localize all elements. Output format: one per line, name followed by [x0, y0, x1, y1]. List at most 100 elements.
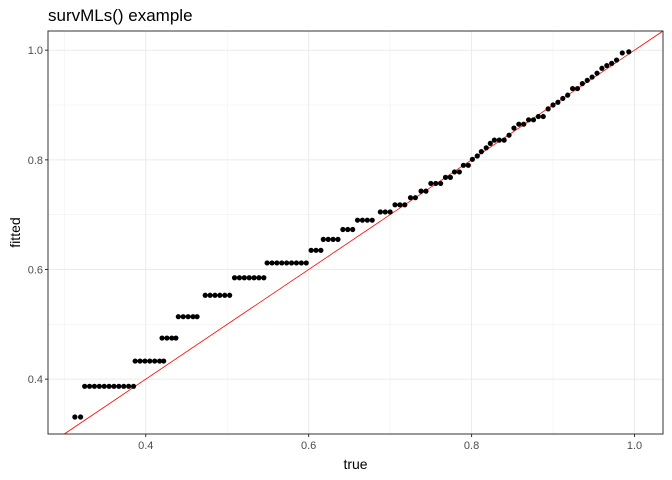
- data-point: [377, 209, 383, 215]
- data-point: [147, 358, 153, 364]
- x-tick-label: 0.6: [301, 440, 316, 452]
- y-tick-label: 0.4: [28, 374, 43, 386]
- data-point: [364, 217, 370, 223]
- data-point: [613, 57, 620, 63]
- grid: [48, 31, 663, 435]
- data-point: [382, 209, 388, 215]
- data-point: [402, 202, 408, 208]
- data-point: [350, 226, 356, 233]
- data-point: [106, 383, 112, 389]
- data-point: [251, 275, 257, 281]
- data-point: [428, 180, 434, 187]
- data-point: [594, 70, 600, 76]
- data-point: [241, 275, 247, 281]
- data-point: [456, 169, 462, 175]
- data-point: [469, 156, 475, 162]
- data-point: [535, 113, 541, 120]
- data-point: [86, 383, 93, 389]
- data-point: [460, 162, 467, 168]
- data-point: [116, 383, 122, 389]
- data-point: [159, 335, 165, 341]
- data-point: [609, 60, 615, 66]
- data-point: [152, 358, 158, 364]
- data-point: [604, 62, 610, 69]
- data-point: [298, 260, 304, 266]
- data-point: [269, 260, 275, 266]
- data-points: [72, 49, 632, 420]
- data-point: [474, 153, 480, 159]
- data-point: [161, 358, 167, 364]
- data-point: [579, 81, 585, 87]
- data-point: [231, 275, 238, 281]
- data-point: [288, 260, 295, 266]
- data-point: [442, 174, 449, 180]
- data-point: [565, 92, 571, 98]
- data-point: [256, 275, 262, 281]
- data-point: [626, 49, 632, 55]
- data-point: [207, 292, 213, 298]
- data-point: [530, 117, 537, 123]
- data-point: [261, 275, 267, 281]
- data-point: [320, 236, 326, 242]
- data-point: [506, 132, 512, 138]
- data-point: [545, 106, 551, 112]
- data-point: [496, 137, 502, 143]
- data-point: [132, 358, 138, 364]
- data-point: [185, 314, 191, 320]
- data-point: [274, 260, 280, 266]
- data-point: [313, 247, 319, 253]
- data-point: [236, 275, 243, 281]
- data-point: [569, 85, 576, 92]
- data-point: [137, 358, 143, 364]
- data-point: [142, 358, 148, 364]
- data-point: [447, 174, 453, 180]
- data-point: [501, 137, 507, 143]
- data-point: [264, 260, 270, 266]
- y-axis-title: fitted: [7, 217, 23, 247]
- y-axis-ticks: 0.4 0.6 0.8 1.0: [28, 45, 48, 386]
- data-point: [478, 149, 484, 155]
- data-point: [438, 180, 444, 187]
- data-point: [279, 260, 285, 266]
- data-point: [212, 292, 218, 298]
- data-point: [550, 102, 556, 108]
- x-tick-label: 0.4: [138, 440, 153, 452]
- data-point: [599, 65, 605, 71]
- data-point: [325, 236, 331, 242]
- data-point: [540, 113, 546, 120]
- x-tick-label: 1.0: [627, 440, 642, 452]
- data-point: [330, 236, 336, 242]
- data-point: [387, 209, 393, 215]
- data-point: [194, 314, 200, 320]
- data-point: [397, 202, 403, 208]
- data-point: [525, 117, 532, 123]
- data-point: [222, 292, 228, 298]
- data-point: [412, 195, 418, 201]
- data-point: [96, 383, 102, 389]
- data-point: [423, 188, 429, 194]
- data-point: [169, 335, 175, 341]
- y-tick-label: 0.6: [28, 265, 43, 277]
- y-tick-label: 1.0: [28, 45, 43, 57]
- data-point: [483, 145, 489, 151]
- data-point: [91, 383, 98, 389]
- data-point: [284, 260, 290, 266]
- reference-line: [64, 30, 664, 435]
- data-point: [433, 180, 439, 187]
- data-point: [217, 292, 223, 298]
- panel-border: [47, 30, 664, 435]
- data-point: [173, 335, 179, 341]
- data-point: [126, 383, 132, 389]
- data-point: [340, 226, 346, 233]
- x-tick-label: 0.8: [464, 440, 479, 452]
- chart-title: survMLs() example: [48, 6, 193, 25]
- data-point: [77, 414, 84, 420]
- data-point: [418, 188, 424, 194]
- data-point: [487, 140, 493, 147]
- data-point: [491, 137, 497, 143]
- data-point: [354, 217, 361, 223]
- data-point: [521, 121, 527, 127]
- data-point: [227, 292, 233, 298]
- data-point: [190, 314, 196, 320]
- data-point: [121, 383, 127, 389]
